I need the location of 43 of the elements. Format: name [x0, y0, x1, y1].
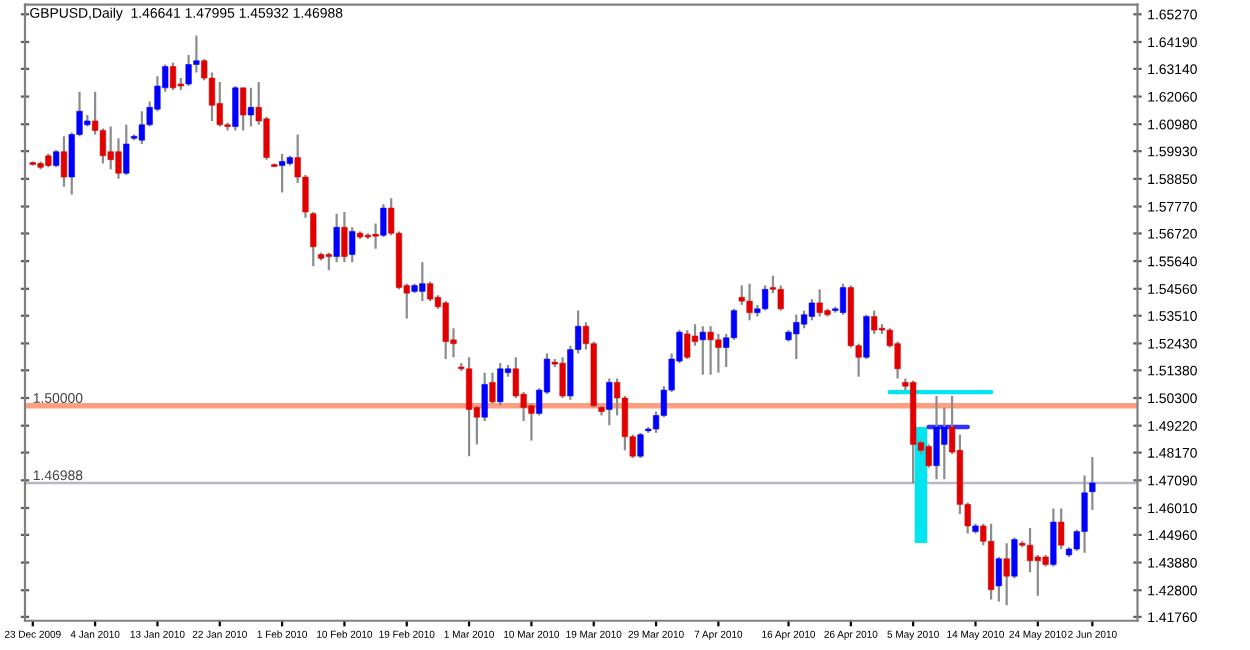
candlestick — [606, 377, 613, 427]
candlestick — [707, 325, 714, 376]
candlestick — [684, 328, 691, 361]
candlestick — [279, 152, 286, 194]
candlestick — [240, 86, 247, 132]
candlestick — [216, 80, 223, 128]
candlestick — [715, 332, 722, 374]
candlestick — [497, 362, 504, 407]
candlestick — [941, 406, 948, 481]
candlestick — [232, 84, 239, 132]
candlestick — [933, 394, 940, 481]
candlestick — [777, 284, 784, 312]
candlestick — [637, 431, 644, 460]
candlestick — [699, 325, 706, 376]
candlestick — [871, 309, 878, 336]
candlestick — [442, 300, 449, 361]
candlestick — [808, 297, 815, 322]
candlestick — [730, 307, 738, 341]
candlestick — [746, 282, 753, 322]
candlestick — [559, 356, 566, 400]
candlestick — [839, 282, 847, 316]
candlestick — [247, 86, 255, 128]
candlestick — [816, 288, 823, 318]
candlestick — [1003, 542, 1010, 607]
candlestick — [349, 226, 356, 264]
candlestick — [123, 123, 130, 177]
candlestick — [466, 356, 473, 458]
candlestick — [419, 261, 426, 303]
candlestick — [1050, 507, 1057, 568]
candlestick — [512, 356, 519, 400]
candlestick — [1026, 526, 1034, 574]
candlestick — [925, 443, 932, 469]
candlestick — [169, 61, 177, 92]
candlestick — [1058, 507, 1065, 551]
candlestick — [333, 212, 340, 264]
candlestick — [427, 280, 434, 303]
candlestick — [793, 313, 800, 361]
candlestick — [138, 110, 145, 146]
candlestick — [60, 135, 68, 188]
candlestick — [995, 555, 1002, 603]
candlestick — [107, 125, 114, 171]
candlestick — [341, 210, 348, 264]
candlestick — [762, 284, 769, 312]
